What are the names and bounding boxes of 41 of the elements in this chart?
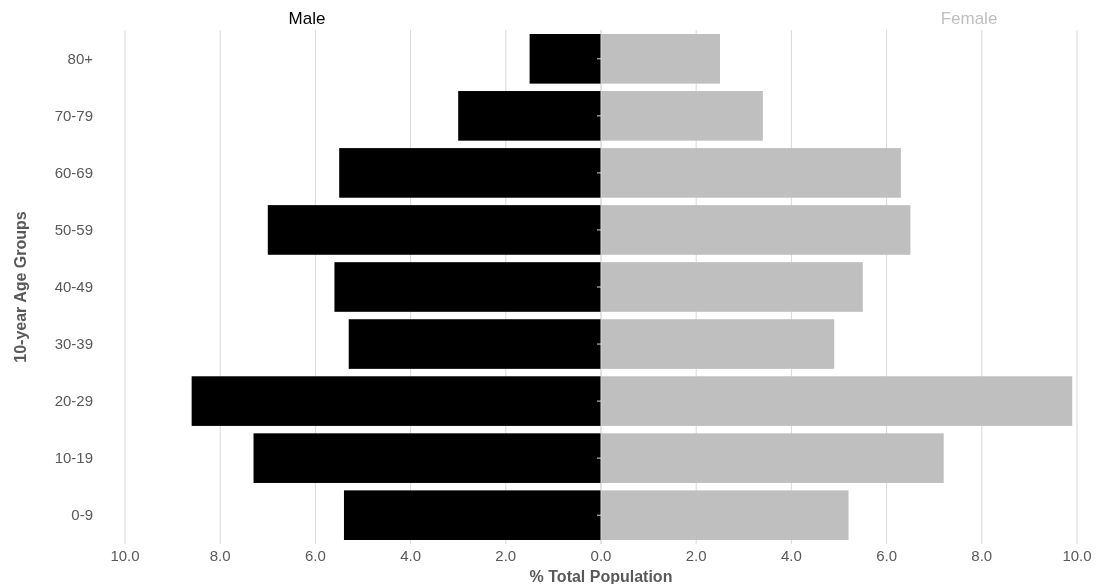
x-tick-label: 2.0 — [685, 547, 707, 564]
y-tick-label: 80+ — [67, 50, 94, 68]
y-tick-label: 30-39 — [54, 335, 93, 353]
bar — [343, 490, 601, 541]
bar — [601, 319, 835, 369]
x-tick-label: 6.0 — [876, 547, 898, 564]
bar — [601, 490, 849, 541]
bar — [601, 262, 863, 312]
x-tick-label: 6.0 — [304, 547, 326, 564]
bar — [334, 262, 601, 312]
bar — [458, 91, 601, 141]
bar — [529, 33, 601, 84]
bar — [601, 33, 720, 84]
x-tick-label: 2.0 — [495, 547, 517, 564]
bar — [339, 148, 601, 198]
text: Male — [288, 9, 326, 28]
x-tick-label: 0.0 — [590, 547, 612, 564]
bar — [267, 205, 601, 255]
x-tick-label: 10.0 — [110, 547, 140, 564]
x-tick-label: 8.0 — [209, 547, 231, 564]
x-tick-label: 4.0 — [400, 547, 422, 564]
y-tick-label: 60-69 — [54, 164, 93, 182]
y-tick-label: 20-29 — [54, 392, 93, 410]
bar — [601, 376, 1073, 426]
y-tick-label: 10-19 — [54, 449, 93, 467]
y-tick-label: 50-59 — [54, 221, 93, 239]
x-tick-label: 4.0 — [780, 547, 802, 564]
y-tick-label: 70-79 — [54, 107, 93, 125]
y-tick-label: 40-49 — [54, 278, 93, 296]
bar — [601, 148, 901, 198]
bar — [601, 91, 763, 141]
y-axis-title: 10-year Age Groups — [12, 211, 29, 363]
bar — [348, 319, 601, 369]
x-tick-label: 8.0 — [971, 547, 993, 564]
bar — [253, 433, 601, 483]
x-tick-label: 10.0 — [1062, 547, 1092, 564]
bar — [601, 205, 911, 255]
text: Female — [940, 9, 998, 28]
y-tick-label: 0-9 — [71, 506, 93, 524]
bar — [191, 376, 601, 426]
bar — [601, 433, 944, 483]
